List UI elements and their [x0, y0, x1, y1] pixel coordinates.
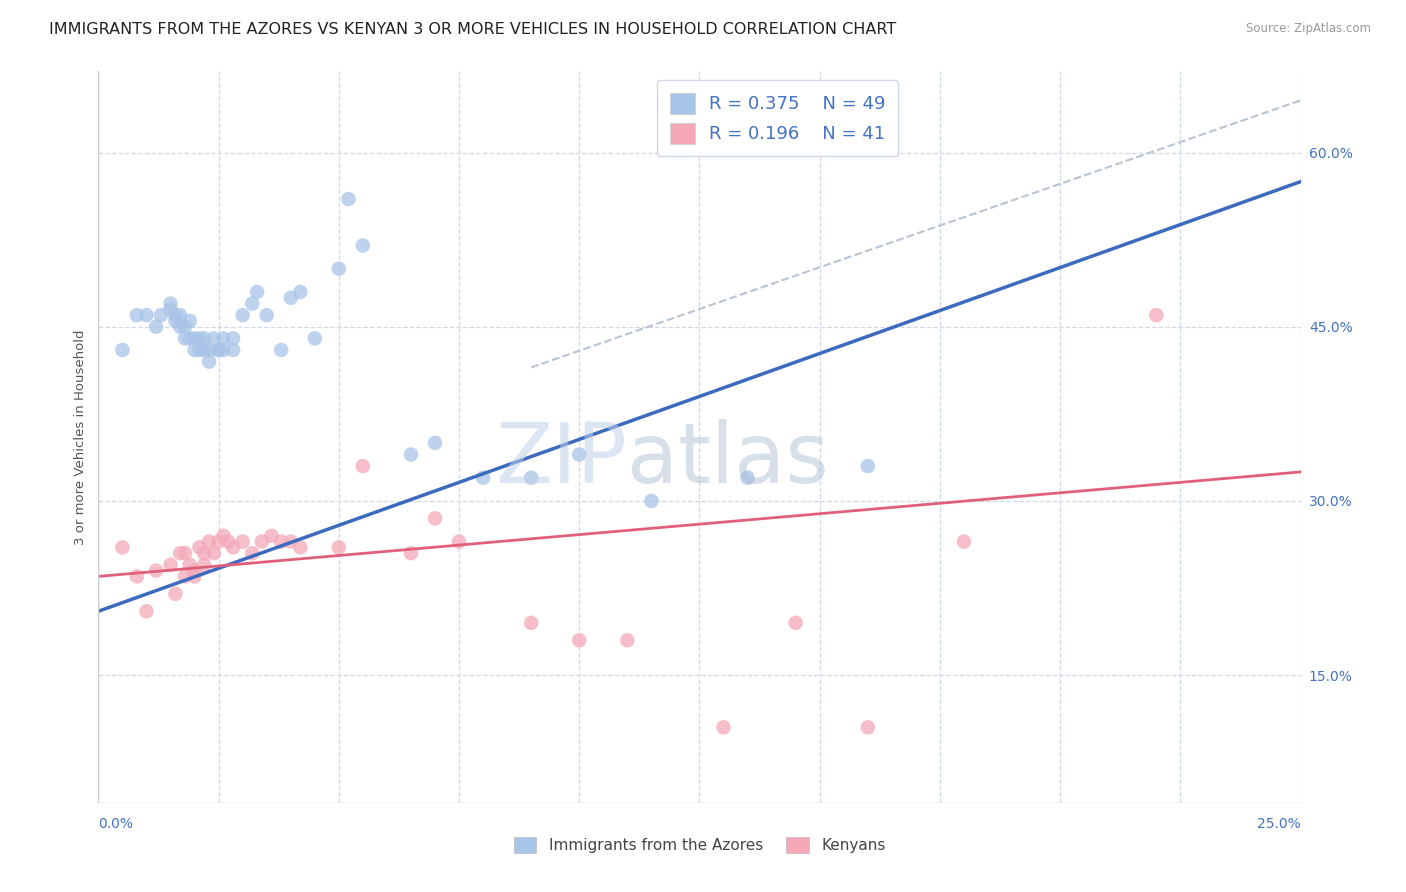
Point: [352, 238, 374, 252]
Point: [188, 331, 211, 345]
Point: [280, 291, 302, 305]
Point: [159, 558, 181, 572]
Point: [174, 331, 197, 345]
Point: [135, 308, 157, 322]
Point: [232, 308, 254, 322]
Point: [1144, 308, 1167, 322]
Point: [179, 314, 201, 328]
Point: [159, 296, 181, 310]
Text: 25.0%: 25.0%: [1257, 817, 1301, 830]
Point: [208, 343, 231, 357]
Point: [217, 534, 239, 549]
Point: [111, 541, 134, 555]
Point: [125, 569, 148, 583]
Point: [568, 448, 591, 462]
Point: [222, 541, 245, 555]
Point: [447, 534, 470, 549]
Point: [183, 569, 205, 583]
Point: [240, 296, 263, 310]
Point: [188, 541, 211, 555]
Point: [193, 343, 215, 357]
Point: [145, 319, 167, 334]
Point: [165, 587, 187, 601]
Legend: Immigrants from the Azores, Kenyans: Immigrants from the Azores, Kenyans: [506, 829, 893, 861]
Point: [304, 331, 326, 345]
Point: [260, 529, 283, 543]
Point: [135, 604, 157, 618]
Point: [256, 308, 278, 322]
Point: [270, 534, 292, 549]
Text: ZIP: ZIP: [495, 418, 627, 500]
Point: [423, 511, 446, 525]
Point: [737, 471, 759, 485]
Point: [212, 331, 235, 345]
Point: [520, 615, 543, 630]
Point: [174, 546, 197, 560]
Point: [520, 471, 543, 485]
Point: [183, 564, 205, 578]
Point: [232, 534, 254, 549]
Point: [640, 494, 662, 508]
Point: [193, 331, 215, 345]
Point: [568, 633, 591, 648]
Point: [212, 529, 235, 543]
Text: IMMIGRANTS FROM THE AZORES VS KENYAN 3 OR MORE VEHICLES IN HOUSEHOLD CORRELATION: IMMIGRANTS FROM THE AZORES VS KENYAN 3 O…: [49, 22, 897, 37]
Point: [202, 331, 225, 345]
Point: [352, 459, 374, 474]
Point: [713, 720, 735, 734]
Point: [399, 546, 422, 560]
Point: [222, 331, 245, 345]
Point: [222, 343, 245, 357]
Text: 0.0%: 0.0%: [98, 817, 134, 830]
Point: [399, 448, 422, 462]
Point: [198, 534, 221, 549]
Point: [785, 615, 807, 630]
Point: [169, 308, 191, 322]
Point: [290, 541, 312, 555]
Point: [149, 308, 172, 322]
Point: [250, 534, 273, 549]
Point: [145, 564, 167, 578]
Point: [188, 343, 211, 357]
Point: [246, 285, 269, 299]
Point: [159, 302, 181, 317]
Point: [328, 541, 350, 555]
Point: [270, 343, 292, 357]
Point: [111, 343, 134, 357]
Point: [423, 436, 446, 450]
Point: [198, 354, 221, 368]
Point: [183, 343, 205, 357]
Point: [174, 319, 197, 334]
Point: [179, 558, 201, 572]
Point: [208, 343, 231, 357]
Point: [208, 534, 231, 549]
Point: [616, 633, 638, 648]
Point: [212, 343, 235, 357]
Point: [165, 308, 187, 322]
Point: [202, 546, 225, 560]
Point: [337, 192, 360, 206]
Point: [169, 546, 191, 560]
Point: [165, 314, 187, 328]
Point: [193, 546, 215, 560]
Text: Source: ZipAtlas.com: Source: ZipAtlas.com: [1246, 22, 1371, 36]
Point: [953, 534, 976, 549]
Point: [280, 534, 302, 549]
Point: [472, 471, 495, 485]
Point: [290, 285, 312, 299]
Point: [125, 308, 148, 322]
Point: [240, 546, 263, 560]
Point: [193, 558, 215, 572]
Point: [179, 331, 201, 345]
Point: [183, 331, 205, 345]
Point: [198, 343, 221, 357]
Point: [856, 720, 879, 734]
Point: [328, 261, 350, 276]
Point: [174, 569, 197, 583]
Y-axis label: 3 or more Vehicles in Household: 3 or more Vehicles in Household: [75, 329, 87, 545]
Point: [856, 459, 879, 474]
Point: [169, 319, 191, 334]
Text: atlas: atlas: [627, 418, 830, 500]
